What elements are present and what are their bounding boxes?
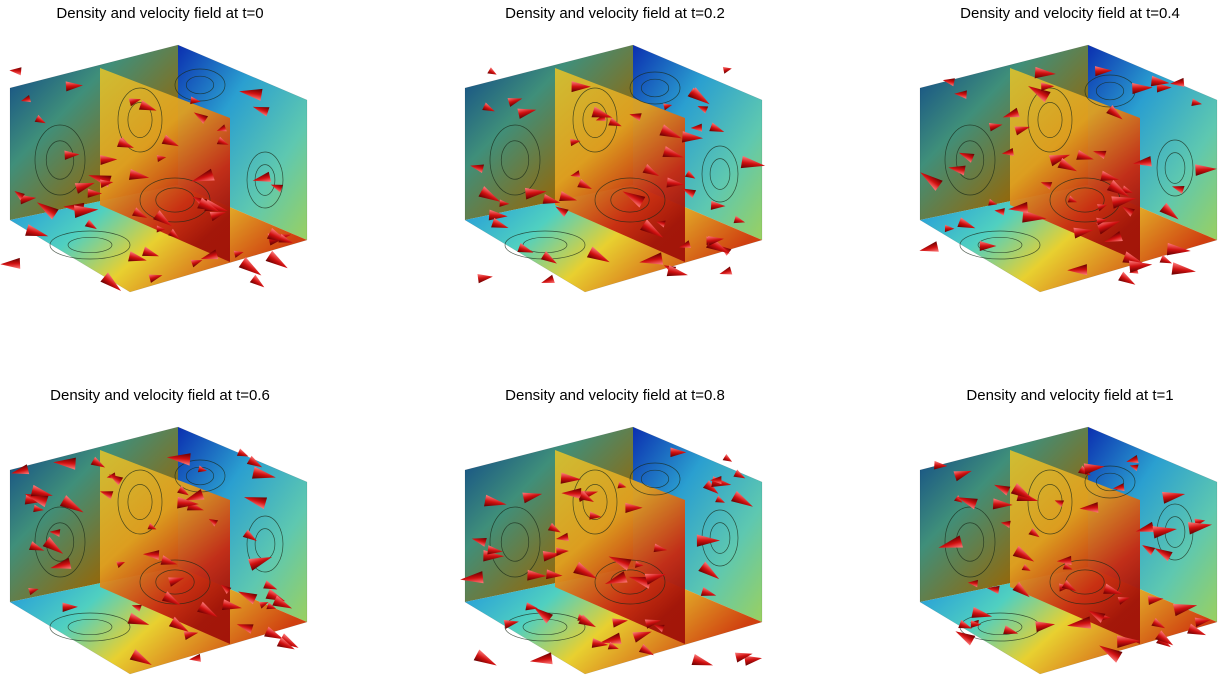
velocity-arrow <box>0 258 20 270</box>
panel: Density and velocity field at t=0 <box>0 5 307 296</box>
velocity-arrow <box>1160 255 1174 267</box>
figure: Density and velocity field at t=0 Density… <box>0 0 1219 680</box>
panel: Density and velocity field at t=0.8 <box>460 387 763 674</box>
velocity-arrow <box>723 454 734 465</box>
panel-title: Density and velocity field at t=0 <box>56 5 263 22</box>
page: {"panels": [ {"title": "Density and velo… <box>0 0 1219 680</box>
velocity-arrow <box>540 275 555 287</box>
velocity-arrow <box>266 251 291 274</box>
velocity-arrow <box>474 649 500 670</box>
panel-title: Density and velocity field at t=1 <box>966 387 1173 404</box>
velocity-arrow <box>667 265 689 281</box>
panel: Density and velocity field at t=1 <box>920 387 1217 674</box>
velocity-arrow <box>723 65 733 74</box>
velocity-arrow <box>529 652 553 667</box>
velocity-arrow <box>9 66 21 75</box>
velocity-arrow <box>250 275 267 291</box>
velocity-arrow <box>1172 262 1197 278</box>
velocity-arrow <box>1118 272 1138 289</box>
velocity-arrow <box>239 257 265 280</box>
panel: Density and velocity field at t=0.2 <box>465 5 766 292</box>
cube-render <box>460 427 763 674</box>
velocity-arrow <box>918 241 939 256</box>
panel-title: Density and velocity field at t=0.2 <box>505 5 725 22</box>
velocity-arrow <box>718 266 732 278</box>
velocity-arrow <box>477 272 493 283</box>
cube-render <box>0 45 307 296</box>
cube-render <box>10 427 307 674</box>
velocity-arrow <box>692 654 715 671</box>
cube-render <box>920 427 1217 674</box>
panel-title: Density and velocity field at t=0.8 <box>505 387 725 404</box>
cube-render <box>917 45 1218 292</box>
panel-title: Density and velocity field at t=0.6 <box>50 387 270 404</box>
cube-render <box>465 45 766 292</box>
panel: Density and velocity field at t=0.4 <box>917 5 1218 292</box>
panel: Density and velocity field at t=0.6 <box>10 387 307 674</box>
velocity-arrow <box>487 67 498 78</box>
panel-title: Density and velocity field at t=0.4 <box>960 5 1180 22</box>
